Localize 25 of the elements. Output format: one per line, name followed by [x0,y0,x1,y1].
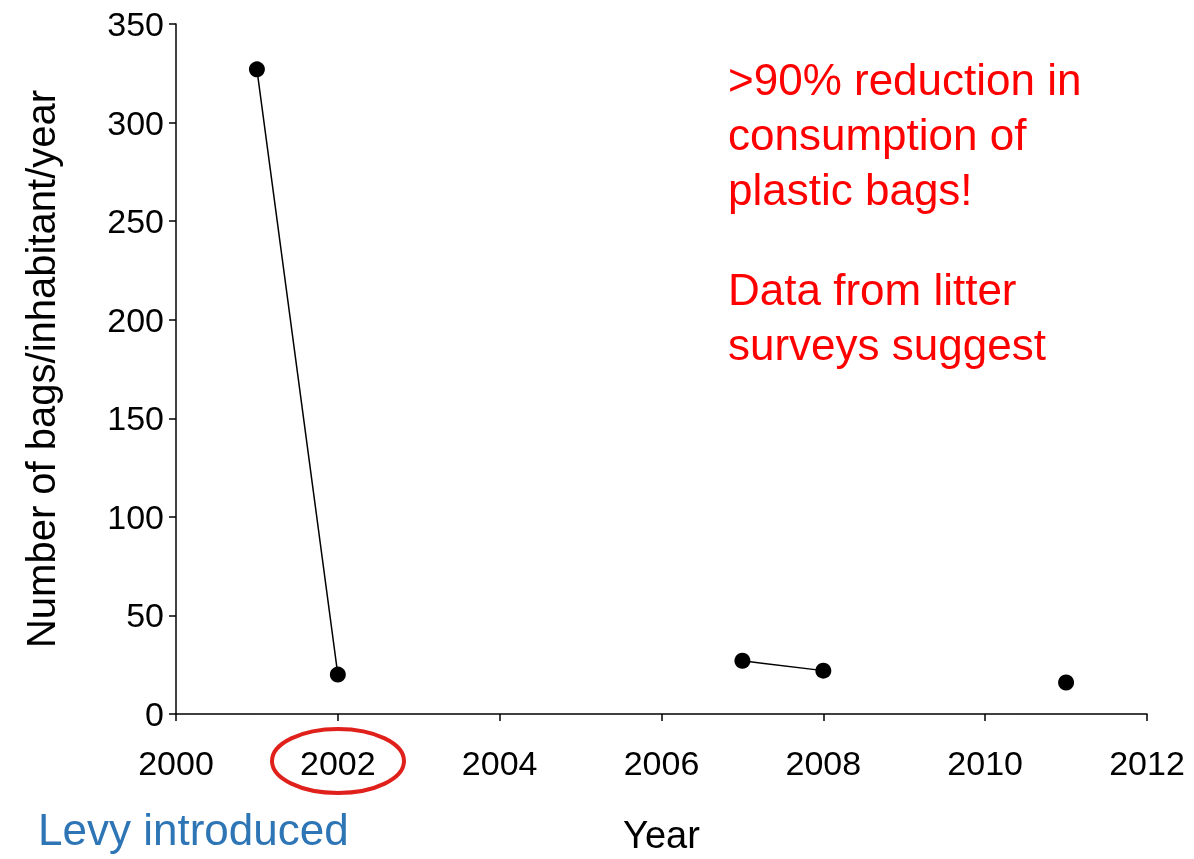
y-tick-label: 200 [107,300,164,339]
annotation: >90% reduction in consumption of plastic bags! [728,54,1083,216]
text: Levy introduced [38,805,350,855]
point [329,666,346,683]
x-tick-label: 2000 [138,744,214,782]
y-tick-label: 350 [107,5,164,43]
x-tick-label: 2006 [623,744,700,782]
annotation: Data from litter surveys suggest [728,264,1047,371]
x-tick-label: 2008 [785,744,862,782]
point [248,61,265,78]
point [734,652,751,669]
point [1058,674,1075,691]
x-tick-label: 2004 [461,744,538,782]
x-tick-label: 2012 [1109,744,1185,782]
y-axis-title: Number of bags/inhabitant/year [19,89,63,649]
y-tick-label: 100 [107,497,164,536]
y-tick-label: 150 [107,399,164,438]
y-tick-label: 300 [107,103,164,142]
x-tick-label: 2002 [300,744,376,782]
y-tick-label: 250 [107,202,164,241]
y-tick-label: 0 [145,695,164,733]
y-tick-label: 50 [126,596,164,635]
point [815,662,832,679]
x-tick-label: 2010 [947,744,1023,782]
x-axis-title: Year [623,814,701,856]
